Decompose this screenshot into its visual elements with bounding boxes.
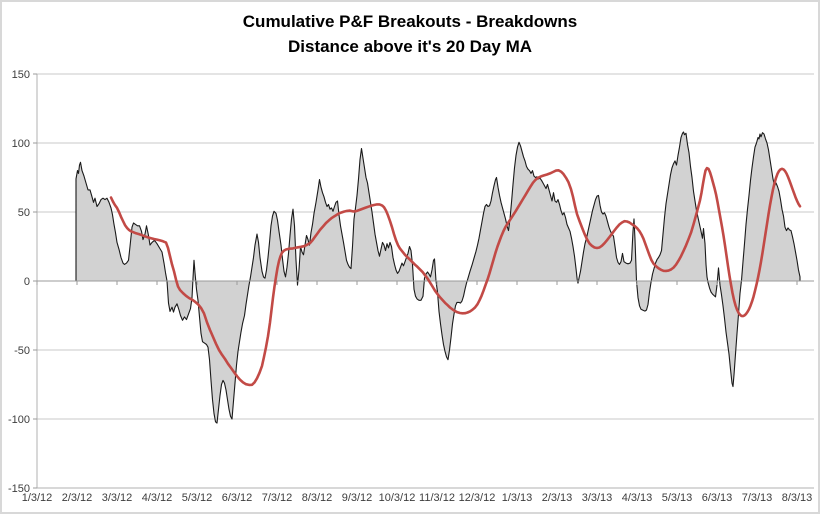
x-axis-label: 7/3/12 xyxy=(262,492,293,504)
y-axis-label: 0 xyxy=(24,276,30,288)
y-axis-label: 150 xyxy=(12,69,30,81)
y-axis-label: 100 xyxy=(12,138,30,150)
x-axis-label: 5/3/12 xyxy=(182,492,213,504)
y-axis-label: -150 xyxy=(8,483,30,495)
y-axis-label: -50 xyxy=(14,345,30,357)
x-axis-label: 9/3/12 xyxy=(342,492,373,504)
x-axis-label: 6/3/13 xyxy=(702,492,733,504)
chart-title-line2: Distance above it's 20 Day MA xyxy=(287,37,533,56)
x-axis-label: 12/3/12 xyxy=(459,492,496,504)
x-axis-label: 3/3/13 xyxy=(582,492,613,504)
x-axis-label: 8/3/12 xyxy=(302,492,333,504)
x-axis-label: 4/3/12 xyxy=(142,492,173,504)
x-axis-label: 1/3/12 xyxy=(22,492,53,504)
x-axis-label: 8/3/13 xyxy=(782,492,813,504)
x-axis-label: 2/3/12 xyxy=(62,492,93,504)
breakouts-area-outline xyxy=(75,131,801,424)
chart-title: Cumulative P&F Breakouts - Breakdowns Di… xyxy=(2,9,818,59)
x-axis-label: 3/3/12 xyxy=(102,492,133,504)
x-axis-label: 4/3/13 xyxy=(622,492,653,504)
x-axis-label: 7/3/13 xyxy=(742,492,773,504)
breakouts-area-series xyxy=(76,132,800,424)
x-axis-label: 11/3/12 xyxy=(419,492,455,504)
y-axis-label: -100 xyxy=(8,414,30,426)
x-axis-label: 6/3/12 xyxy=(222,492,253,504)
chart-title-line1: Cumulative P&F Breakouts - Breakdowns xyxy=(242,12,578,31)
x-axis-label: 5/3/13 xyxy=(662,492,693,504)
ma-line-series xyxy=(109,166,802,387)
y-axis-label: 50 xyxy=(18,207,30,219)
x-axis-label: 1/3/13 xyxy=(502,492,533,504)
x-axis-label: 2/3/13 xyxy=(542,492,573,504)
x-axis-label: 10/3/12 xyxy=(379,492,416,504)
